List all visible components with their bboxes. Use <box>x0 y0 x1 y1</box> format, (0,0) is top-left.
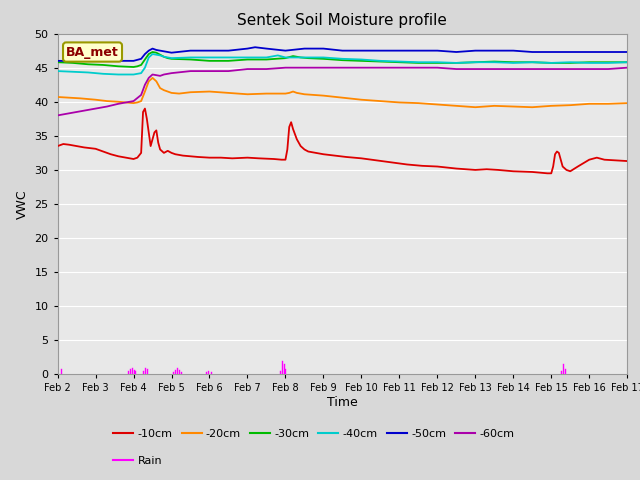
Y-axis label: VWC: VWC <box>16 189 29 219</box>
Text: BA_met: BA_met <box>66 46 119 59</box>
Legend: Rain: Rain <box>109 452 166 470</box>
Title: Sentek Soil Moisture profile: Sentek Soil Moisture profile <box>237 13 447 28</box>
X-axis label: Time: Time <box>327 396 358 409</box>
